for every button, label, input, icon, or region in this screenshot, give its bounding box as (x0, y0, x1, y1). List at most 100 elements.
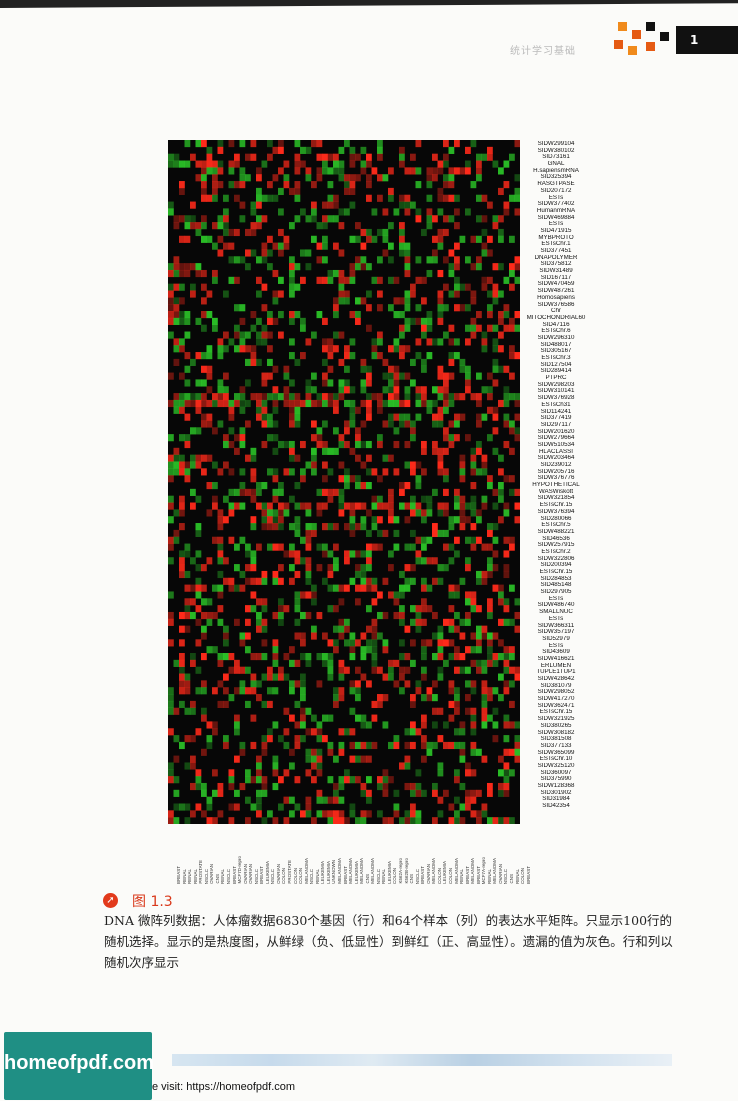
heatmap-cell (404, 372, 411, 380)
heatmap-cell (228, 509, 235, 517)
heatmap-cell (305, 146, 312, 154)
heatmap-cell (338, 659, 345, 667)
heatmap-cell (481, 454, 488, 462)
heatmap-cell (366, 577, 372, 585)
gene-label: GNAL (547, 161, 565, 168)
sample-label: MCF7A-repro (481, 856, 487, 884)
heatmap-cell (487, 324, 493, 332)
heatmap-cell (272, 242, 279, 250)
heatmap-cell (437, 304, 444, 312)
heatmap-cell (476, 447, 482, 455)
heatmap-cell (448, 440, 455, 449)
heatmap-cell (404, 762, 411, 770)
heatmap-cell (399, 611, 405, 620)
heatmap-cell (481, 153, 488, 161)
heatmap-cell (487, 475, 493, 483)
heatmap-cell (426, 687, 433, 695)
heatmap-cell (454, 536, 460, 544)
heatmap-cell (212, 482, 218, 490)
sample-label: COLON (520, 867, 526, 884)
heatmap-cell (399, 618, 405, 626)
heatmap-cell (206, 598, 213, 606)
heatmap-cell (388, 413, 394, 421)
gene-label: SID297905 (540, 589, 572, 596)
heatmap-cell (179, 564, 185, 572)
heatmap-cell (250, 653, 257, 661)
heatmap-cell (388, 194, 394, 202)
heatmap-cell (393, 276, 400, 284)
heatmap-cell (272, 475, 279, 483)
heatmap-cell (173, 776, 180, 784)
heatmap-cell (217, 509, 224, 517)
heatmap-cell (404, 680, 411, 688)
heatmap-cell (206, 646, 213, 654)
heatmap-cell (278, 509, 284, 517)
heatmap-cell (399, 570, 405, 579)
heatmap-cell (294, 311, 301, 319)
visit-link[interactable]: e visit: https://homeofpdf.com (152, 1081, 296, 1093)
gene-label: ESTs (548, 595, 564, 602)
heatmap-cell (509, 324, 515, 332)
heatmap-cell (443, 153, 449, 161)
heatmap-cell (443, 488, 449, 496)
heatmap-cell (399, 153, 405, 161)
heatmap-cell (360, 358, 367, 367)
heatmap-cell (311, 598, 317, 606)
heatmap-cell (410, 803, 416, 811)
heatmap-cell (382, 776, 389, 784)
heatmap-cell (344, 482, 350, 490)
heatmap-cell (283, 653, 290, 661)
heatmap-cell (498, 782, 504, 791)
heatmap-cell (267, 810, 273, 818)
heatmap-cell (377, 393, 383, 401)
heatmap-cell (454, 707, 460, 715)
heatmap-cell (206, 153, 213, 161)
heatmap-cell (311, 140, 317, 148)
heatmap-cell (421, 324, 427, 332)
heatmap-cell (184, 222, 191, 230)
heatmap-cell (195, 591, 202, 599)
heatmap-cell (234, 584, 240, 592)
sample-label: OVARIAN (425, 864, 431, 884)
arrow-icon: ➚ (103, 893, 118, 908)
heatmap-cell (212, 187, 218, 196)
heatmap-cell (366, 235, 372, 243)
heatmap-cell (245, 776, 251, 784)
heatmap-cell (487, 605, 493, 613)
heatmap-cell (168, 290, 174, 298)
heatmap-cell (338, 687, 345, 695)
heatmap-cell (509, 447, 515, 455)
heatmap-cell (201, 680, 207, 688)
heatmap-cell (432, 707, 438, 715)
sample-label: OVARIAN (209, 864, 215, 884)
heatmap-cell (492, 283, 499, 291)
heatmap-cell (201, 598, 207, 606)
sample-label: RENAL (220, 868, 226, 884)
heatmap-cell (338, 817, 345, 824)
heatmap-cell (201, 707, 207, 715)
heatmap-cell (481, 386, 488, 394)
heatmap-cell (404, 256, 411, 264)
heatmap-cell (316, 434, 323, 442)
heatmap-cell (261, 283, 268, 291)
heatmap-cell (388, 776, 394, 784)
sample-label-row: BREAST RENAL RENAL RENAL PROSTATE NSCLC OVARIA… (176, 828, 532, 884)
heatmap-cell (201, 181, 207, 189)
heatmap-cell (360, 160, 367, 168)
heatmap-cell (465, 803, 471, 811)
site-logo[interactable]: homeofpdf.com (4, 1032, 154, 1100)
heatmap-cell (190, 488, 196, 496)
heatmap-cell (421, 536, 427, 544)
heatmap-cell (421, 399, 427, 408)
heatmap-cell (492, 413, 499, 421)
heatmap-cell (179, 297, 185, 305)
heatmap-cell (503, 399, 510, 408)
heatmap-cell (498, 311, 504, 319)
heatmap-cell (294, 406, 301, 414)
heatmap-cell (514, 666, 520, 674)
heatmap-cell (212, 769, 218, 777)
heatmap-cell (503, 440, 510, 449)
gene-label: SIDW357197 (537, 629, 575, 636)
heatmap-cell (283, 605, 290, 613)
heatmap-cell (404, 317, 411, 325)
